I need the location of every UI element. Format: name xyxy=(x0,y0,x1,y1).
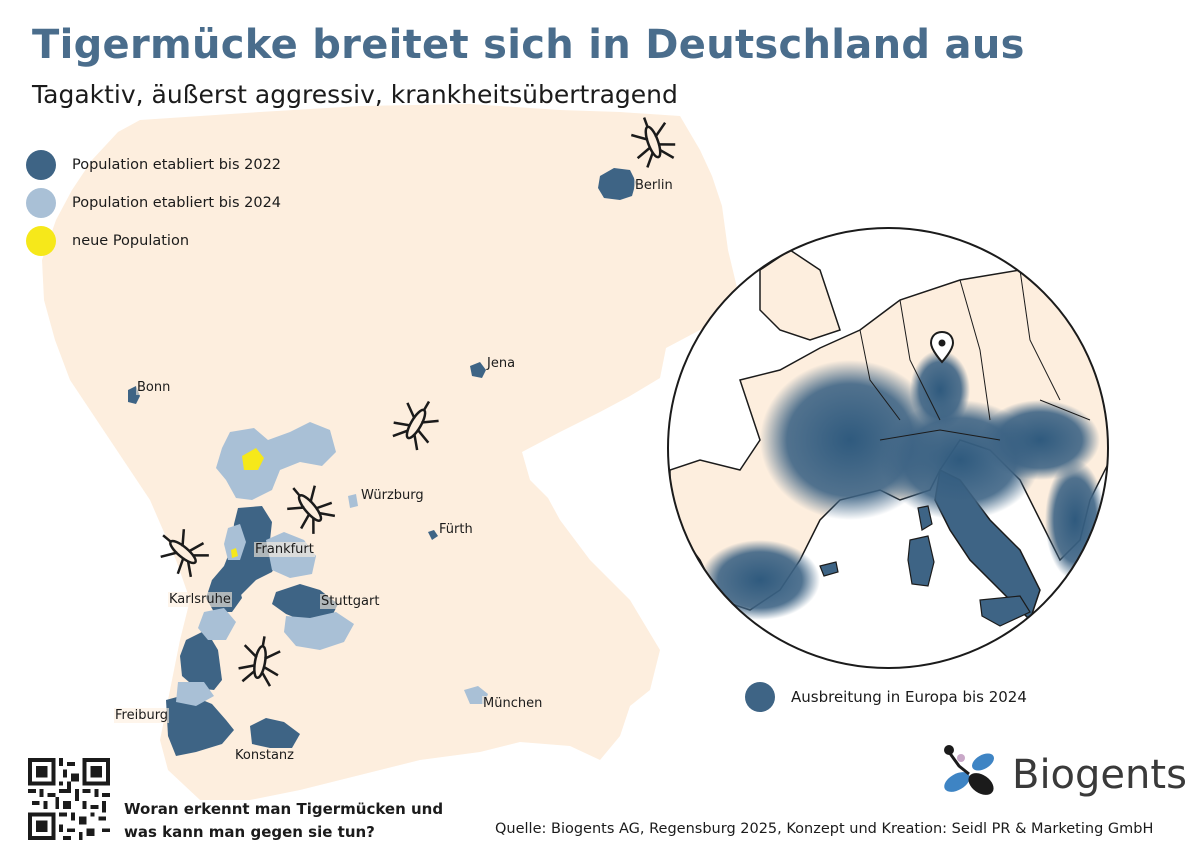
region-wuerzburg xyxy=(348,494,358,508)
legend-label-new: neue Population xyxy=(72,233,190,249)
city-label-bonn: Bonn xyxy=(136,380,172,395)
sardinia-land xyxy=(907,535,935,587)
border-lines xyxy=(859,269,1091,441)
biogents-logo-icon xyxy=(944,745,994,795)
city-label-wuerzburg: Würzburg xyxy=(360,488,425,503)
mosquito-icon xyxy=(630,117,676,168)
region-new-frankfurt-north xyxy=(242,448,264,470)
page-subtitle: Tagaktiv, äußerst aggressiv, krankheitsü… xyxy=(32,80,678,109)
qr-question: Woran erkennt man Tigermücken und was ka… xyxy=(124,798,443,844)
qr-code-icon[interactable] xyxy=(28,758,110,840)
legend-swatch-2022 xyxy=(26,150,56,180)
region-frankfurt-ring xyxy=(224,524,246,560)
legend-label-2022: Population etabliert bis 2022 xyxy=(72,157,282,173)
city-label-freiburg: Freiburg xyxy=(114,708,170,723)
map-legend: Population etabliert bis 2022 Population… xyxy=(26,146,281,260)
qr-question-line2: was kann man gegen sie tun? xyxy=(124,823,375,841)
mosquito-icon xyxy=(238,636,281,687)
region-freiburg xyxy=(166,694,234,756)
city-label-frankfurt: Frankfurt xyxy=(254,542,315,557)
mosquito-icon xyxy=(160,529,209,578)
region-new-frankfurt xyxy=(231,548,238,558)
region-stuttgart xyxy=(272,584,338,622)
source-credit: Quelle: Biogents AG, Regensburg 2025, Ko… xyxy=(495,821,1154,837)
region-fuerth xyxy=(428,530,438,540)
region-karlsruhe-south xyxy=(198,608,236,640)
europe-legend-swatch xyxy=(745,682,775,712)
city-label-karlsruhe: Karlsruhe xyxy=(168,592,232,607)
location-pin-icon xyxy=(929,330,955,364)
region-konstanz xyxy=(250,718,300,748)
europe-legend: Ausbreitung in Europa bis 2024 xyxy=(745,682,1027,712)
city-label-berlin: Berlin xyxy=(634,178,674,193)
legend-item-2024: Population etabliert bis 2024 xyxy=(26,184,281,222)
city-label-konstanz: Konstanz xyxy=(234,748,295,763)
europe-inset xyxy=(668,228,1108,668)
sicily-land xyxy=(979,595,1031,627)
biogents-logo-text: Biogents xyxy=(1012,752,1187,798)
legend-item-2022: Population etabliert bis 2022 xyxy=(26,146,281,184)
city-label-muenchen: München xyxy=(482,696,544,711)
city-label-stuttgart: Stuttgart xyxy=(320,594,381,609)
region-breisgau xyxy=(176,682,214,706)
corsica-land xyxy=(917,505,933,531)
regions-new xyxy=(231,448,264,558)
legend-label-2024: Population etabliert bis 2024 xyxy=(72,195,282,211)
region-upper-rhine xyxy=(180,630,222,690)
europe-inset-border xyxy=(667,227,1109,669)
region-hesse-north xyxy=(216,422,336,500)
city-label-fuerth: Fürth xyxy=(438,522,474,537)
region-jena xyxy=(470,362,486,378)
europe-legend-label: Ausbreitung in Europa bis 2024 xyxy=(791,688,1027,706)
region-stuttgart-south xyxy=(284,612,354,650)
mosquito-icon xyxy=(287,485,336,534)
qr-question-line1: Woran erkennt man Tigermücken und xyxy=(124,800,444,818)
legend-swatch-2024 xyxy=(26,188,56,218)
city-label-jena: Jena xyxy=(486,356,517,371)
page-title: Tigermücke breitet sich in Deutschland a… xyxy=(32,22,1025,68)
legend-swatch-new xyxy=(26,226,56,256)
balearic-land xyxy=(819,561,839,577)
mosquito-icon xyxy=(392,400,439,451)
legend-item-new: neue Population xyxy=(26,222,281,260)
region-berlin xyxy=(598,168,636,200)
uk-land xyxy=(759,249,841,341)
